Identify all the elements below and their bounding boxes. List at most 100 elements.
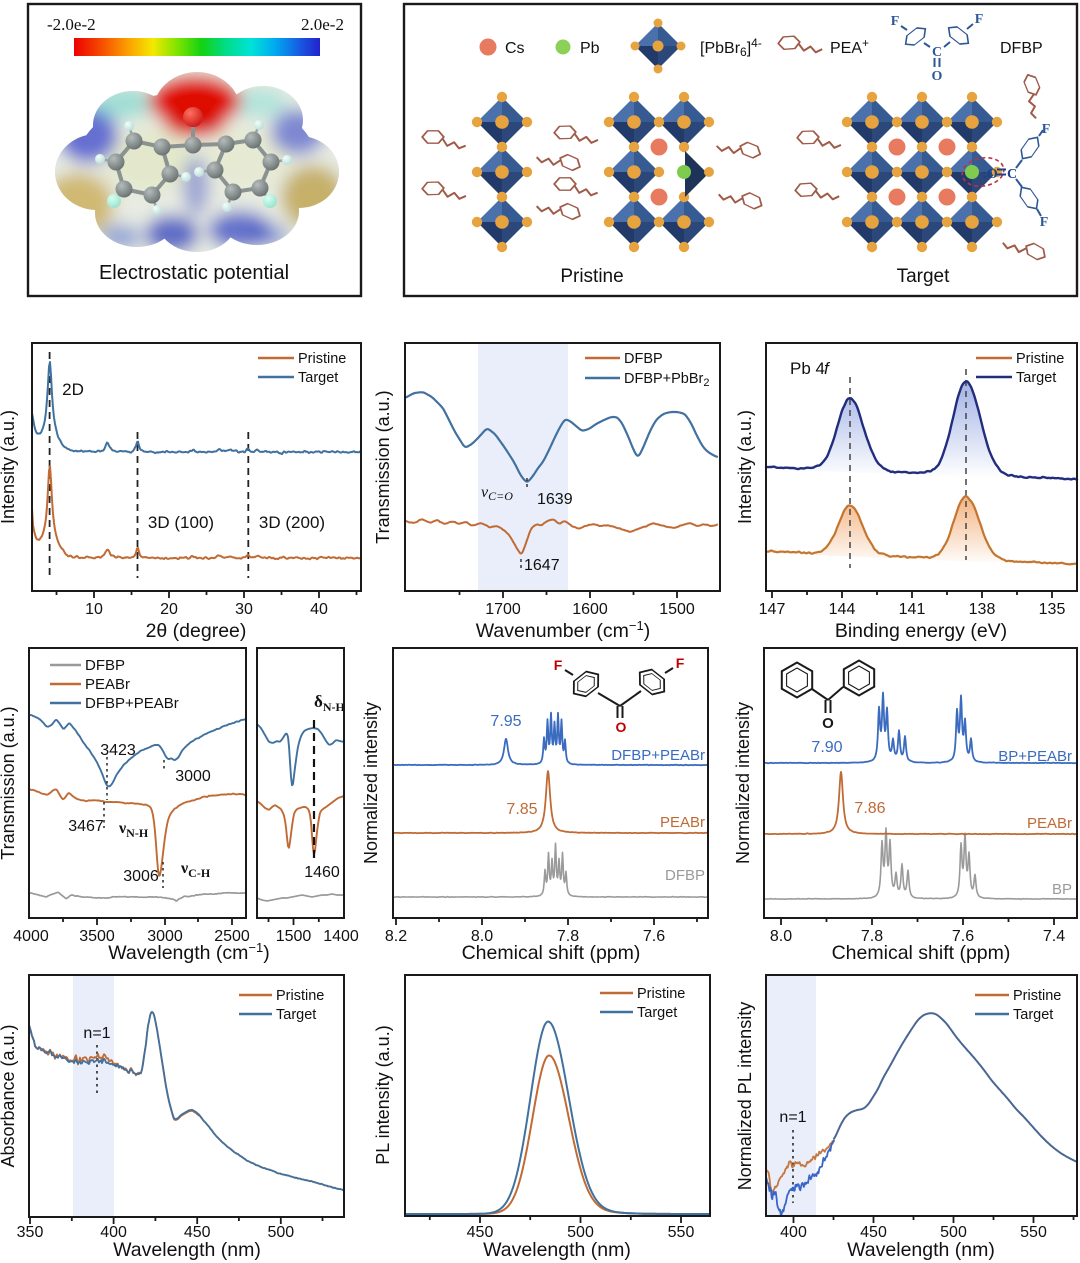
svg-text:1639: 1639 xyxy=(537,491,573,508)
svg-text:138: 138 xyxy=(969,601,996,618)
svg-text:δN-H: δN-H xyxy=(314,692,345,714)
svg-text:2θ (degree): 2θ (degree) xyxy=(146,620,247,642)
svg-text:F: F xyxy=(676,655,685,671)
svg-text:3500: 3500 xyxy=(79,928,115,945)
svg-text:DFBP: DFBP xyxy=(85,657,125,674)
svg-text:Target: Target xyxy=(897,266,951,287)
svg-text:n=1: n=1 xyxy=(83,1025,110,1042)
svg-text:1500: 1500 xyxy=(659,601,695,618)
svg-text:O: O xyxy=(822,715,834,732)
svg-text:Target: Target xyxy=(637,1005,677,1021)
svg-text:O: O xyxy=(932,69,943,84)
svg-text:400: 400 xyxy=(100,1224,127,1241)
svg-text::O: :O xyxy=(982,167,998,182)
svg-text:DFBP+PbBr2: DFBP+PbBr2 xyxy=(624,371,710,389)
svg-text:40: 40 xyxy=(310,601,328,618)
svg-text:C: C xyxy=(1007,167,1017,182)
svg-text:DFBP+PEABr: DFBP+PEABr xyxy=(611,747,705,764)
svg-text:1600: 1600 xyxy=(572,601,608,618)
svg-text:Pristine: Pristine xyxy=(1013,988,1061,1004)
svg-text:Target: Target xyxy=(1013,1007,1053,1023)
svg-text:DFBP+PEABr: DFBP+PEABr xyxy=(85,695,179,712)
svg-text:7.6: 7.6 xyxy=(952,928,974,945)
svg-text:7.8: 7.8 xyxy=(861,928,883,945)
svg-text:8.0: 8.0 xyxy=(471,928,493,945)
svg-text:7.95: 7.95 xyxy=(490,713,521,730)
svg-text:BP: BP xyxy=(1052,881,1072,898)
svg-text:n=1: n=1 xyxy=(779,1109,806,1126)
svg-text:C: C xyxy=(932,45,942,60)
svg-text:PEABr: PEABr xyxy=(85,676,130,693)
svg-text:Target: Target xyxy=(1016,370,1056,386)
svg-text:F: F xyxy=(975,12,984,27)
svg-text:Intensity (a.u.): Intensity (a.u.) xyxy=(735,410,755,524)
svg-text:νC=O: νC=O xyxy=(481,484,513,503)
svg-text:147: 147 xyxy=(759,601,786,618)
svg-text:Binding energy (eV): Binding energy (eV) xyxy=(835,620,1007,642)
svg-text:Normalized intensity: Normalized intensity xyxy=(361,702,381,864)
svg-text:3006: 3006 xyxy=(123,868,159,885)
svg-text:DFBP: DFBP xyxy=(665,867,705,884)
svg-text:Chemical shift (ppm): Chemical shift (ppm) xyxy=(462,942,641,964)
svg-text:500: 500 xyxy=(267,1224,294,1241)
svg-text:Pristine: Pristine xyxy=(298,351,346,367)
svg-text:Pb 4: Pb 4 xyxy=(790,359,825,378)
svg-text:Wavelength (nm): Wavelength (nm) xyxy=(483,1239,631,1261)
svg-text:1647: 1647 xyxy=(524,557,560,574)
svg-text:30: 30 xyxy=(235,601,253,618)
svg-text:F: F xyxy=(891,14,900,29)
svg-text:2500: 2500 xyxy=(214,928,250,945)
svg-text:νN-H: νN-H xyxy=(118,820,149,840)
svg-text:BP+PEABr: BP+PEABr xyxy=(998,748,1072,765)
svg-text:Electrostatic potential: Electrostatic potential xyxy=(99,262,289,284)
svg-text:10: 10 xyxy=(85,601,103,618)
svg-text:1500: 1500 xyxy=(276,928,312,945)
svg-text:Pristine: Pristine xyxy=(560,266,623,287)
svg-text:450: 450 xyxy=(860,1224,887,1241)
svg-text:Wavelength (cm−1): Wavelength (cm−1) xyxy=(108,940,269,964)
svg-text:3000: 3000 xyxy=(175,768,211,785)
svg-text:7.6: 7.6 xyxy=(643,928,665,945)
svg-text:F: F xyxy=(554,657,563,673)
svg-text:4000: 4000 xyxy=(13,928,49,945)
svg-text:Target: Target xyxy=(298,370,338,386)
svg-text:2D: 2D xyxy=(62,380,84,399)
svg-text:Absorbance (a.u.): Absorbance (a.u.) xyxy=(0,1024,18,1167)
svg-text:550: 550 xyxy=(668,1224,695,1241)
svg-text:[PbBr6]4-: [PbBr6]4- xyxy=(700,36,762,59)
svg-text:500: 500 xyxy=(940,1224,967,1241)
svg-text:Wavelength (nm): Wavelength (nm) xyxy=(113,1239,261,1261)
svg-text:F: F xyxy=(1042,122,1051,137)
svg-text:F: F xyxy=(1040,215,1049,230)
svg-text:-2.0e-2: -2.0e-2 xyxy=(47,15,96,34)
svg-text:3D (200): 3D (200) xyxy=(259,513,325,532)
svg-text:7.86: 7.86 xyxy=(854,800,885,817)
svg-text:Intensity (a.u.): Intensity (a.u.) xyxy=(0,410,18,524)
svg-text:PEABr: PEABr xyxy=(1027,815,1072,832)
svg-text:500: 500 xyxy=(567,1224,594,1241)
svg-text:450: 450 xyxy=(184,1224,211,1241)
svg-text:Pristine: Pristine xyxy=(637,986,685,1002)
svg-text:550: 550 xyxy=(1020,1224,1047,1241)
svg-text:PEA+: PEA+ xyxy=(830,36,869,57)
svg-text:DFBP: DFBP xyxy=(624,351,663,367)
svg-text:7.8: 7.8 xyxy=(557,928,579,945)
svg-text:DFBP: DFBP xyxy=(1000,40,1043,57)
svg-text:3000: 3000 xyxy=(147,928,183,945)
svg-text:7.4: 7.4 xyxy=(1043,928,1065,945)
svg-text:Transmission (a.u.): Transmission (a.u.) xyxy=(373,390,393,543)
svg-text:1700: 1700 xyxy=(485,601,521,618)
svg-text:Target: Target xyxy=(276,1007,316,1023)
svg-text:Pristine: Pristine xyxy=(276,988,324,1004)
svg-text:3423: 3423 xyxy=(100,742,136,759)
svg-text:2.0e-2: 2.0e-2 xyxy=(301,15,344,34)
svg-text:PEABr: PEABr xyxy=(660,814,705,831)
svg-text:Pristine: Pristine xyxy=(1016,351,1064,367)
svg-text:144: 144 xyxy=(829,601,856,618)
svg-text:Transmission (a.u.): Transmission (a.u.) xyxy=(0,706,18,859)
svg-text:PL intensity (a.u.): PL intensity (a.u.) xyxy=(373,1025,393,1164)
svg-text:7.85: 7.85 xyxy=(506,801,537,818)
svg-text:350: 350 xyxy=(17,1224,44,1241)
svg-text:Cs: Cs xyxy=(505,40,525,57)
svg-text:Pb: Pb xyxy=(580,40,600,57)
